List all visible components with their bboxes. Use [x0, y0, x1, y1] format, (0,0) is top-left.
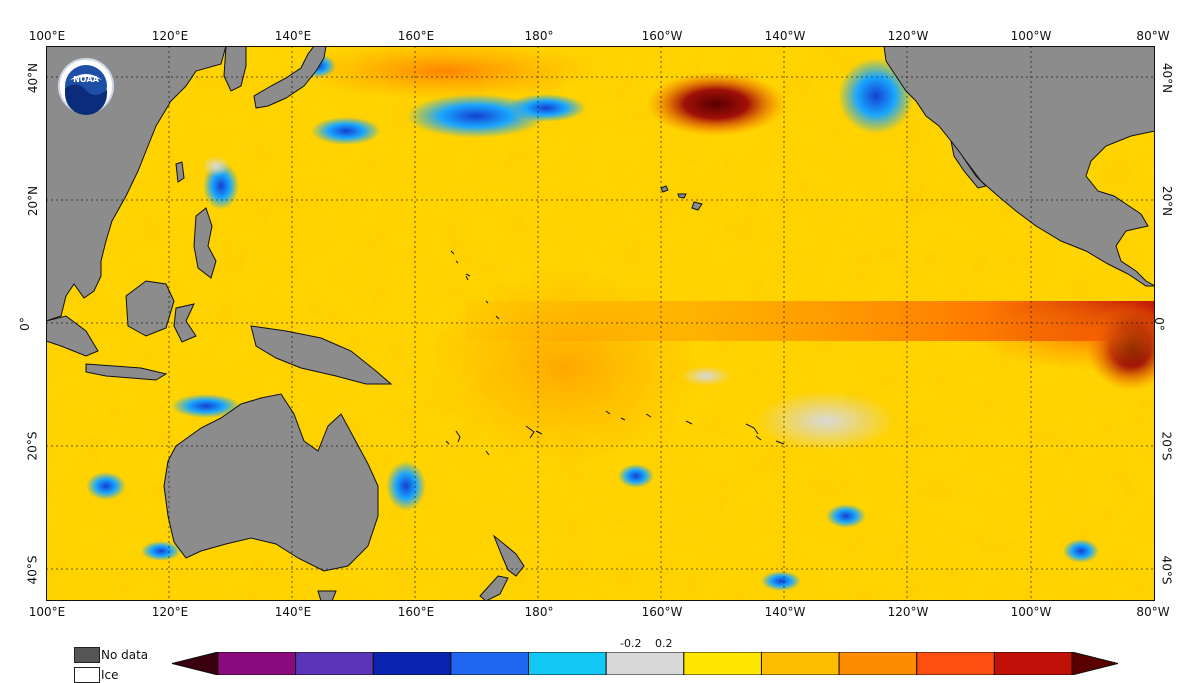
neutral-anomalies: [202, 156, 896, 451]
lon-label-bottom: 100°W: [1010, 605, 1052, 619]
australia-land: [163, 393, 379, 572]
lat-label-left: 20°N: [26, 185, 41, 217]
lat-label-left: 20°S: [25, 431, 40, 461]
lon-label-bottom: 180°: [524, 605, 554, 619]
lon-label-bottom: 80°W: [1136, 605, 1170, 619]
hawaii-islands: [660, 185, 703, 211]
colorbar-arrow-left: [172, 652, 219, 675]
north-america-land: [883, 46, 1155, 287]
colorbar-segment: [993, 652, 1073, 675]
new-zealand-north: [492, 534, 525, 577]
colorbar-segment: [916, 652, 995, 675]
legend-nodata-label: No data: [101, 648, 149, 662]
japan-land: [253, 46, 327, 109]
colorbar-segment: [450, 652, 530, 675]
lon-label-top: 180°: [524, 29, 554, 43]
philippines-land: [193, 207, 217, 279]
colorbar-segments: [172, 652, 1118, 675]
pacific-islands: [445, 250, 785, 456]
lon-label-bottom: 120°E: [151, 605, 189, 619]
korea-land: [223, 46, 247, 92]
lat-label-left: 0°: [17, 317, 32, 331]
map-border: [46, 46, 1155, 601]
colorbar-tick-pos: 0.2: [655, 637, 673, 650]
lat-label-right: 40°N: [1160, 62, 1175, 94]
sumatra-land: [46, 315, 99, 357]
tasmania-land: [317, 590, 337, 601]
java-land: [85, 363, 168, 381]
baja-land: [950, 140, 987, 189]
lon-label-top: 160°E: [397, 29, 435, 43]
noaa-logo: NOAA: [58, 58, 114, 115]
lon-label-top: 80°W: [1136, 29, 1170, 43]
lon-label-top: 100°W: [1010, 29, 1052, 43]
lat-label-right: 40°S: [1159, 555, 1174, 585]
colorbar-segment: [605, 652, 685, 675]
taiwan-land: [175, 161, 185, 183]
lon-label-bottom: 120°W: [887, 605, 929, 619]
new-zealand-south: [479, 575, 509, 601]
lat-label-right: 20°S: [1159, 431, 1174, 461]
borneo-land: [125, 280, 175, 337]
lon-label-top: 140°E: [274, 29, 312, 43]
legend-ice-label: Ice: [101, 668, 119, 682]
colorbar-segment: [295, 652, 374, 675]
lon-label-bottom: 160°W: [641, 605, 683, 619]
colorbar-segment: [372, 652, 452, 675]
colorbar: [172, 652, 1118, 675]
colorbar-tick-neg: -0.2: [620, 637, 642, 650]
lon-label-bottom: 140°E: [274, 605, 312, 619]
land-masses: [46, 46, 1155, 601]
lon-label-top: 120°E: [151, 29, 189, 43]
sulawesi-land: [173, 303, 197, 343]
colorbar-segment: [838, 652, 918, 675]
lat-label-left: 40°N: [26, 62, 41, 94]
legend-nodata-swatch: [74, 647, 100, 663]
sst-anomaly-map: NOAA: [46, 46, 1155, 601]
lon-label-top: 100°E: [28, 29, 66, 43]
lon-label-bottom: 140°W: [764, 605, 806, 619]
lon-label-bottom: 160°E: [397, 605, 435, 619]
north-pacific-hotspot: [646, 72, 786, 136]
lon-label-top: 160°W: [641, 29, 683, 43]
lon-label-bottom: 100°E: [28, 605, 66, 619]
lat-label-right: 20°N: [1160, 185, 1175, 217]
north-pacific-warm: [296, 46, 596, 101]
colorbar-segment: [217, 652, 297, 675]
new-guinea-land: [250, 325, 393, 385]
legend-ice-swatch: [74, 667, 100, 683]
colorbar-segment: [528, 652, 607, 675]
asia-land: [46, 46, 227, 322]
lon-label-top: 120°W: [887, 29, 929, 43]
colorbar-arrow-right: [1071, 652, 1118, 675]
lon-label-top: 140°W: [764, 29, 806, 43]
lat-label-left: 40°S: [25, 555, 40, 585]
colorbar-segment: [760, 652, 840, 675]
noaa-logo-text: NOAA: [73, 75, 99, 84]
colorbar-segment: [683, 652, 762, 675]
east-pacific-warm: [976, 301, 1155, 371]
central-warm: [426, 266, 706, 466]
